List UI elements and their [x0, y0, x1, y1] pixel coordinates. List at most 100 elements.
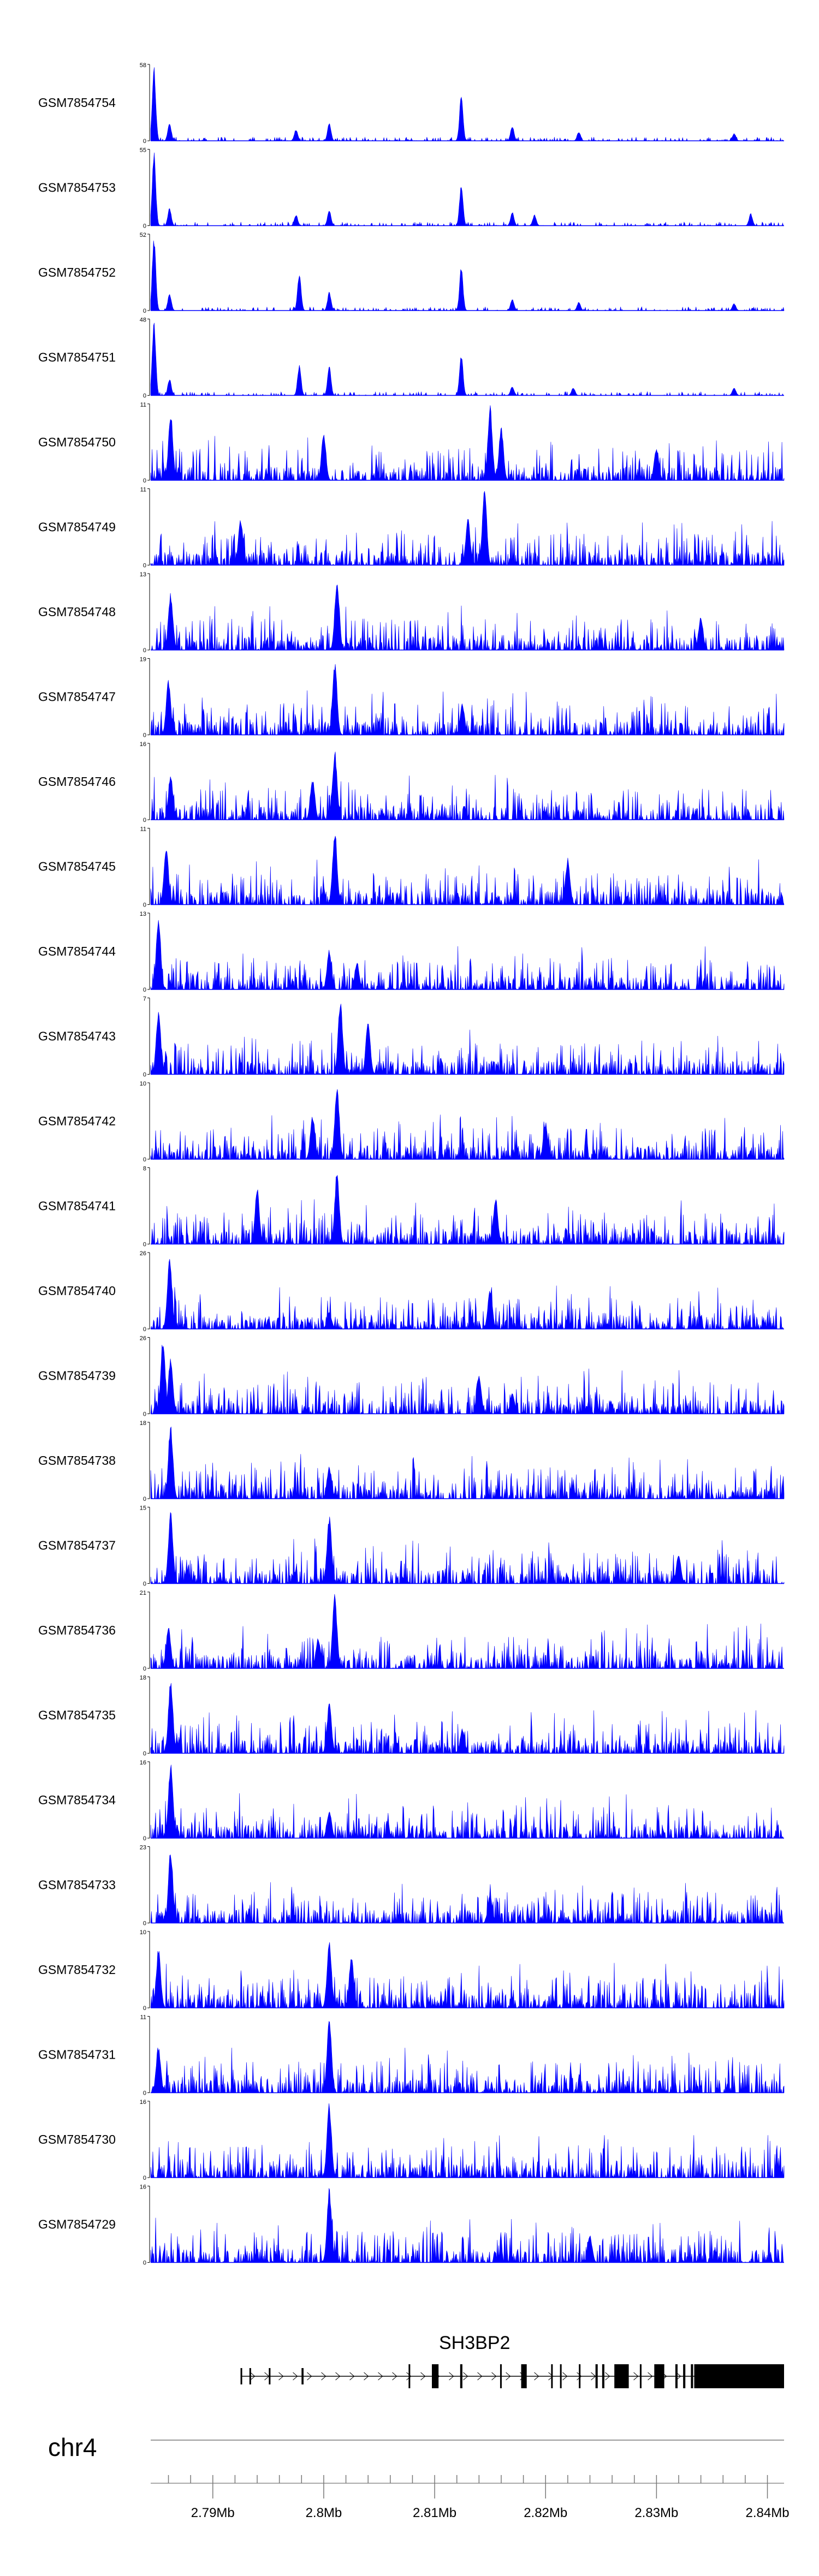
strand-arrow-icon	[406, 2372, 412, 2381]
track-yzero-label: 0	[143, 2175, 146, 2181]
exon	[551, 2364, 553, 2388]
track-yzero-label: 0	[143, 732, 146, 739]
track-GSM7854742: GSM7854742 10 0	[38, 1081, 785, 1163]
track-label: GSM7854751	[38, 350, 116, 365]
exon	[560, 2364, 562, 2388]
signal-area	[150, 1004, 785, 1075]
strand-arrow-icon	[506, 2372, 511, 2381]
strand-arrow-icon	[364, 2372, 369, 2381]
signal-area	[150, 1089, 785, 1160]
signal-area	[150, 1426, 785, 1500]
exon	[500, 2364, 502, 2388]
track-yzero-label: 0	[143, 902, 146, 909]
strand-arrow-icon	[591, 2372, 596, 2381]
signal-area	[150, 152, 784, 226]
axis-tick-label: 2.84Mb	[745, 2506, 789, 2520]
exon	[683, 2364, 686, 2388]
signal-area	[150, 664, 785, 736]
signal-area	[151, 1174, 785, 1245]
track-GSM7854738: GSM7854738 18 0	[38, 1420, 785, 1502]
track-GSM7854736: GSM7854736 21 0	[38, 1590, 784, 1672]
track-ymax-label: 55	[140, 147, 146, 154]
signal-area	[150, 67, 784, 142]
track-ymax-label: 18	[140, 1420, 146, 1427]
track-yzero-label: 0	[143, 1242, 146, 1248]
signal-area	[150, 2188, 784, 2263]
track-label: GSM7854750	[38, 435, 116, 449]
signal-area	[150, 836, 785, 905]
track-GSM7854750: GSM7854750 11 0	[38, 402, 785, 484]
track-yzero-label: 0	[143, 393, 146, 399]
track-yzero-label: 0	[143, 1835, 146, 1842]
track-yzero-label: 0	[143, 1751, 146, 1757]
track-label: GSM7854738	[38, 1453, 116, 1468]
exon	[675, 2364, 678, 2388]
track-label: GSM7854754	[38, 96, 116, 110]
track-label: GSM7854743	[38, 1029, 116, 1043]
track-ymax-label: 16	[140, 741, 146, 748]
track-label: GSM7854740	[38, 1284, 116, 1298]
track-GSM7854731: GSM7854731 11 0	[38, 2014, 785, 2097]
track-GSM7854735: GSM7854735 18 0	[38, 1675, 785, 1757]
exon	[595, 2364, 598, 2388]
exon	[249, 2368, 251, 2384]
signal-area	[151, 584, 785, 651]
track-ymax-label: 16	[140, 2099, 146, 2106]
track-label: GSM7854731	[38, 2048, 116, 2062]
track-yzero-label: 0	[143, 1666, 146, 1672]
exon	[460, 2364, 462, 2388]
track-GSM7854737: GSM7854737 15 0	[38, 1505, 785, 1588]
exon	[602, 2364, 604, 2388]
signal-area	[150, 240, 785, 312]
signal-area	[150, 1764, 784, 1839]
track-ymax-label: 11	[140, 2014, 146, 2021]
track-ymax-label: 18	[140, 1675, 146, 1681]
strand-arrow-icon	[463, 2372, 468, 2381]
signal-area	[150, 491, 785, 566]
signal-area	[150, 920, 785, 991]
track-label: GSM7854733	[38, 1878, 116, 1892]
track-GSM7854729: GSM7854729 16 0	[38, 2184, 784, 2267]
strand-arrow-icon	[633, 2372, 639, 2381]
track-GSM7854745: GSM7854745 11 0	[38, 826, 785, 909]
track-label: GSM7854736	[38, 1623, 116, 1637]
track-ymax-label: 19	[140, 657, 146, 663]
signal-area	[150, 1594, 784, 1669]
track-GSM7854730: GSM7854730 16 0	[38, 2099, 785, 2181]
signal-area	[150, 1854, 784, 1924]
track-yzero-label: 0	[143, 2090, 146, 2097]
track-ymax-label: 16	[140, 2184, 146, 2191]
track-yzero-label: 0	[143, 478, 146, 484]
track-GSM7854747: GSM7854747 19 0	[38, 657, 785, 739]
signal-area	[150, 1512, 785, 1584]
exon	[691, 2364, 693, 2388]
track-label: GSM7854729	[38, 2217, 116, 2232]
signal-area	[150, 1259, 784, 1330]
track-ymax-label: 23	[140, 1845, 146, 1851]
track-ymax-label: 7	[143, 996, 146, 1003]
exon	[408, 2364, 411, 2388]
track-label: GSM7854732	[38, 1963, 116, 1977]
track-label: GSM7854737	[38, 1539, 116, 1553]
signal-area	[151, 752, 785, 821]
strand-arrow-icon	[548, 2372, 554, 2381]
track-ymax-label: 11	[140, 402, 146, 408]
track-label: GSM7854748	[38, 605, 116, 619]
track-label: GSM7854753	[38, 181, 116, 195]
track-ymax-label: 58	[140, 62, 146, 69]
strand-arrow-icon	[392, 2372, 397, 2381]
strand-arrow-icon	[477, 2372, 483, 2381]
track-GSM7854748: GSM7854748 13 0	[38, 571, 785, 654]
track-yzero-label: 0	[143, 1156, 146, 1163]
track-GSM7854754: GSM7854754 58 0	[38, 62, 784, 145]
signal-area	[150, 2020, 785, 2094]
exon	[654, 2364, 664, 2388]
strand-arrow-icon	[605, 2372, 610, 2381]
genome-axis-track: chr4 2.79Mb 2.8Mb 2.81Mb 2.82Mb 2.83Mb 2.84Mb	[48, 2433, 790, 2520]
signal-area	[150, 323, 784, 396]
track-GSM7854740: GSM7854740 26 0	[38, 1250, 784, 1333]
track-yzero-label: 0	[143, 1921, 146, 1927]
strand-arrow-icon	[562, 2372, 568, 2381]
strand-arrow-icon	[307, 2372, 312, 2381]
